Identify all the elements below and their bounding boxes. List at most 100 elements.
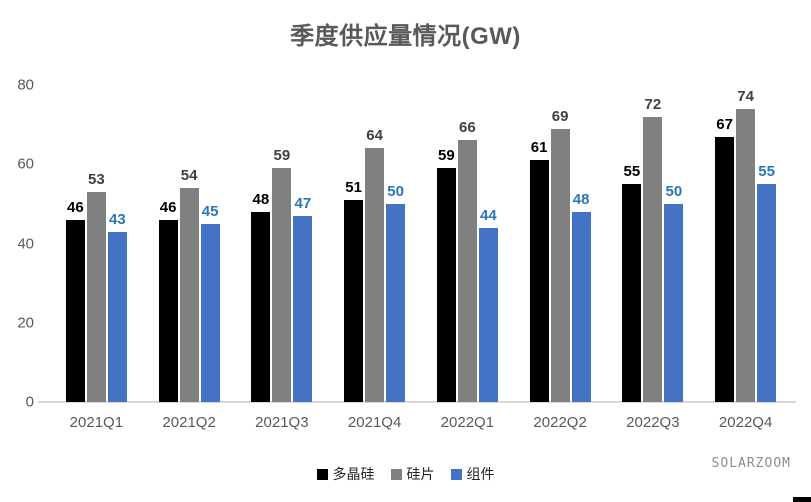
- bar-column: 53: [86, 85, 106, 402]
- x-tick-label: 2022Q4: [718, 414, 773, 431]
- bar-value-label: 48: [572, 190, 590, 208]
- bar-value-label: 64: [366, 127, 383, 145]
- bar-series-2: [386, 203, 406, 402]
- bar-column: 72: [643, 85, 663, 402]
- bar-column: 48: [251, 85, 271, 402]
- bar-series-1: [365, 148, 385, 402]
- bar-series-1: [272, 168, 292, 402]
- y-tick-label: 0: [25, 393, 34, 411]
- bar-series-1: [179, 188, 199, 402]
- bar-series-1: [86, 192, 106, 402]
- bar-column: 45: [200, 85, 220, 402]
- bar-value-label: 55: [623, 163, 641, 181]
- x-axis: 2021Q1 2021Q2 2021Q3 2021Q4 2022Q1 2022Q2 2022…: [50, 414, 792, 431]
- x-axis-line: [38, 401, 796, 403]
- bar-value-label: 59: [438, 147, 455, 165]
- bar-value-label: 59: [273, 147, 291, 165]
- bar-series-2: [107, 231, 127, 402]
- bar-value-label: 51: [345, 178, 362, 196]
- y-tick-label: 40: [17, 235, 34, 252]
- bar-series-2: [478, 227, 498, 402]
- bar-group: 46 53 43: [50, 85, 143, 402]
- bar-value-label: 72: [644, 95, 662, 113]
- bar-value-label: 47: [294, 194, 312, 212]
- bar-column: 50: [664, 85, 684, 402]
- bar-value-label: 69: [551, 107, 569, 125]
- bar-value-label: 74: [737, 87, 754, 105]
- legend-item: 多晶硅: [316, 464, 375, 484]
- bar-group: 51 64 50: [328, 85, 421, 402]
- bar-column: 46: [158, 85, 178, 402]
- bar-series-0: [529, 160, 549, 402]
- bar-series-2: [293, 215, 313, 402]
- bar-value-label: 61: [530, 139, 548, 157]
- plot-area: 46 53 43 46 54 45 48 59 47 51 64 50 59 66 44 61 69 48 55 72…: [50, 85, 792, 402]
- bar-value-label: 55: [758, 163, 775, 181]
- bar-value-label: 45: [201, 202, 219, 220]
- x-tick-label: 2022Q1: [440, 414, 495, 431]
- bar-series-0: [622, 184, 642, 402]
- bar-group: 67 74 55: [699, 85, 792, 402]
- bar-series-1: [457, 140, 477, 402]
- bar-series-2: [664, 203, 684, 402]
- chart-title: 季度供应量情况(GW): [290, 23, 521, 50]
- bar-column: 55: [757, 85, 777, 402]
- bar-value-label: 44: [480, 206, 497, 224]
- bar-series-1: [736, 108, 756, 402]
- bar-column: 47: [293, 85, 313, 402]
- legend-item: 组件: [450, 464, 495, 484]
- bar-column: 50: [386, 85, 406, 402]
- bar-column: 46: [65, 85, 85, 402]
- legend-swatch: [390, 468, 402, 480]
- bar-value-label: 50: [665, 182, 683, 200]
- bar-value-label: 43: [109, 210, 126, 228]
- bar-column: 55: [622, 85, 642, 402]
- bar-value-label: 53: [88, 171, 105, 188]
- bar-column: 67: [715, 85, 735, 402]
- legend-label: 硅片: [406, 466, 435, 482]
- bar-group: 48 59 47: [236, 85, 329, 402]
- bar-value-label: 67: [716, 115, 733, 133]
- bar-series-2: [571, 211, 591, 402]
- legend-swatch: [450, 468, 462, 480]
- x-tick-label: 2022Q2: [533, 414, 587, 431]
- bar-series-0: [344, 199, 364, 402]
- bar-value-label: 66: [459, 119, 476, 137]
- bar-column: 64: [365, 85, 385, 402]
- bar-value-label: 48: [252, 190, 270, 208]
- bar-value-label: 50: [387, 182, 404, 200]
- watermark-text: SOLARZOOM: [711, 456, 791, 471]
- y-tick-label: 60: [17, 155, 34, 173]
- x-tick-label: 2022Q3: [626, 414, 680, 431]
- bar-column: 61: [529, 85, 549, 402]
- bar-value-label: 46: [159, 198, 177, 216]
- legend-swatch: [316, 468, 328, 480]
- legend-item: 硅片: [390, 464, 435, 484]
- bar-column: 51: [344, 85, 364, 402]
- bar-column: 59: [436, 85, 456, 402]
- bar-group: 59 66 44: [421, 85, 514, 402]
- bar-column: 44: [478, 85, 498, 402]
- bar-column: 69: [550, 85, 570, 402]
- corner-mark: [793, 497, 811, 502]
- x-tick-label: 2021Q1: [69, 414, 124, 431]
- legend-label: 多晶硅: [332, 466, 375, 482]
- x-tick-label: 2021Q4: [347, 414, 402, 431]
- bar-group: 46 54 45: [143, 85, 236, 402]
- y-axis: 0 20 40 60 80: [0, 78, 34, 410]
- bar-group: 61 69 48: [514, 85, 607, 402]
- bar-series-0: [251, 211, 271, 402]
- bar-series-0: [65, 219, 85, 402]
- bar-series-2: [757, 184, 777, 402]
- bar-value-label: 54: [180, 167, 198, 185]
- legend: 多晶硅 硅片 组件: [0, 464, 811, 484]
- bar-series-1: [643, 116, 663, 402]
- bar-group: 55 72 50: [607, 85, 700, 402]
- bar-series-0: [436, 168, 456, 402]
- bar-series-2: [200, 223, 220, 402]
- x-tick-label: 2021Q2: [162, 414, 216, 431]
- bar-series-1: [550, 128, 570, 402]
- bar-column: 74: [736, 85, 756, 402]
- bar-column: 59: [272, 85, 292, 402]
- bar-series-0: [158, 219, 178, 402]
